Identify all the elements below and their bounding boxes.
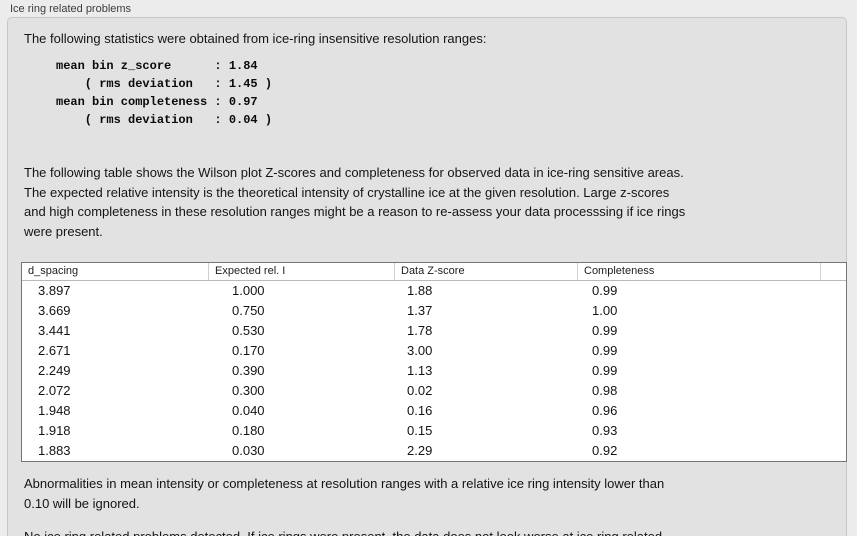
table-description-paragraph: The following table shows the Wilson plo… <box>24 165 686 239</box>
groupbox: The following statistics were obtained f… <box>7 17 847 536</box>
column-header-data-z-score[interactable]: Data Z-score <box>395 263 578 280</box>
cell-completeness: 0.99 <box>592 363 618 378</box>
cell-empty <box>821 321 846 341</box>
cell-d-spacing: 2.671 <box>38 343 71 358</box>
ice-ring-table: d_spacing Expected rel. I Data Z-score C… <box>21 262 847 462</box>
cell-empty <box>821 361 846 381</box>
groupbox-content: The following statistics were obtained f… <box>8 18 847 536</box>
cell-d-spacing: 1.883 <box>38 443 71 458</box>
cell-expected-rel-i: 0.030 <box>232 443 265 458</box>
cell-completeness: 0.93 <box>592 423 618 438</box>
column-header-expected-rel-i[interactable]: Expected rel. I <box>209 263 395 280</box>
cell-completeness: 0.99 <box>592 283 618 298</box>
cell-data-z-score: 0.16 <box>407 403 433 418</box>
table-header-row: d_spacing Expected rel. I Data Z-score C… <box>22 263 846 281</box>
cell-expected-rel-i: 0.750 <box>232 303 265 318</box>
table-row[interactable]: 3.669 0.750 1.37 1.00 <box>22 301 846 321</box>
cell-completeness: 0.99 <box>592 323 618 338</box>
table-row[interactable]: 2.072 0.300 0.02 0.98 <box>22 381 846 401</box>
cell-expected-rel-i: 0.170 <box>232 343 265 358</box>
cell-empty <box>821 441 846 461</box>
cell-empty <box>821 401 846 421</box>
cell-empty <box>821 341 846 361</box>
conclusion-note: No ice ring related problems detected. I… <box>24 527 838 536</box>
ignore-threshold-note: Abnormalities in mean intensity or compl… <box>24 476 665 511</box>
cell-d-spacing: 3.669 <box>38 303 71 318</box>
cell-data-z-score: 0.15 <box>407 423 433 438</box>
cell-d-spacing: 2.072 <box>38 383 71 398</box>
cell-data-z-score: 1.88 <box>407 283 433 298</box>
table-row[interactable]: 1.883 0.030 2.29 0.92 <box>22 441 846 461</box>
cell-expected-rel-i: 0.300 <box>232 383 265 398</box>
table-row[interactable]: 2.249 0.390 1.13 0.99 <box>22 361 846 381</box>
cell-d-spacing: 1.948 <box>38 403 71 418</box>
cell-d-spacing: 2.249 <box>38 363 71 378</box>
cell-expected-rel-i: 1.000 <box>232 283 265 298</box>
cell-expected-rel-i: 0.390 <box>232 363 265 378</box>
cell-empty <box>821 421 846 441</box>
table-row[interactable]: 2.671 0.170 3.00 0.99 <box>22 341 846 361</box>
table-row[interactable]: 3.441 0.530 1.78 0.99 <box>22 321 846 341</box>
table-body: 3.897 1.000 1.88 0.99 3.669 0.750 1.37 1… <box>22 281 846 461</box>
cell-completeness: 0.98 <box>592 383 618 398</box>
cell-data-z-score: 1.13 <box>407 363 433 378</box>
cell-expected-rel-i: 0.040 <box>232 403 265 418</box>
cell-completeness: 0.99 <box>592 343 618 358</box>
cell-data-z-score: 2.29 <box>407 443 433 458</box>
column-header-empty[interactable] <box>821 263 846 280</box>
cell-data-z-score: 1.37 <box>407 303 433 318</box>
cell-expected-rel-i: 0.180 <box>232 423 265 438</box>
groupbox-title: Ice ring related problems <box>10 3 132 15</box>
cell-d-spacing: 3.897 <box>38 283 71 298</box>
cell-empty <box>821 281 846 301</box>
cell-d-spacing: 3.441 <box>38 323 71 338</box>
cell-d-spacing: 1.918 <box>38 423 71 438</box>
table-row[interactable]: 1.918 0.180 0.15 0.93 <box>22 421 846 441</box>
column-header-d-spacing[interactable]: d_spacing <box>22 263 209 280</box>
cell-data-z-score: 1.78 <box>407 323 433 338</box>
cell-expected-rel-i: 0.530 <box>232 323 265 338</box>
intro-paragraph: The following statistics were obtained f… <box>24 31 487 46</box>
cell-completeness: 0.96 <box>592 403 618 418</box>
table-row[interactable]: 1.948 0.040 0.16 0.96 <box>22 401 846 421</box>
statistics-block: mean bin z_score : 1.84 ( rms deviation … <box>56 59 273 127</box>
cell-completeness: 0.92 <box>592 443 618 458</box>
cell-data-z-score: 0.02 <box>407 383 433 398</box>
cell-completeness: 1.00 <box>592 303 618 318</box>
cell-empty <box>821 381 846 401</box>
column-header-completeness[interactable]: Completeness <box>578 263 821 280</box>
cell-data-z-score: 3.00 <box>407 343 433 358</box>
cell-empty <box>821 301 846 321</box>
table-row[interactable]: 3.897 1.000 1.88 0.99 <box>22 281 846 301</box>
